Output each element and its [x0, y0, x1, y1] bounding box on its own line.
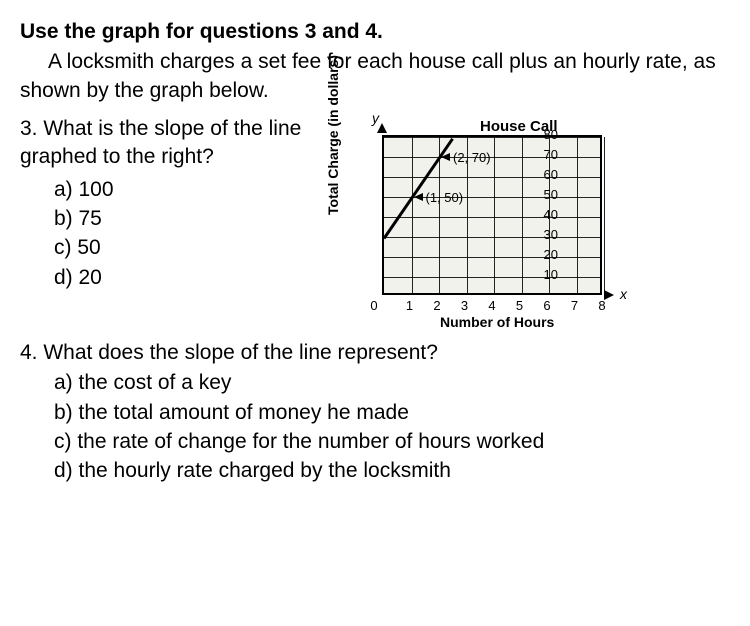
xtick-label: 1 [406, 297, 413, 315]
chart-xlabel: Number of Hours [440, 313, 554, 332]
section-heading: Use the graph for questions 3 and 4. [20, 18, 730, 46]
ytick-label: 70 [534, 146, 558, 164]
xtick-label: 7 [571, 297, 578, 315]
point-arrow-icon [414, 193, 423, 201]
ytick-label: 40 [534, 206, 558, 224]
intro-content: A locksmith charges a set fee for each h… [20, 50, 716, 101]
gridline-v [522, 137, 523, 293]
xtick-label: 8 [598, 297, 605, 315]
ytick-label: 50 [534, 186, 558, 204]
xtick-label: 3 [461, 297, 468, 315]
question-4: 4. What does the slope of the line repre… [20, 339, 730, 486]
gridline-h [384, 217, 600, 218]
ytick-label: 10 [534, 266, 558, 284]
chart: Total Charge (in dollars) House Call y (… [330, 115, 730, 325]
q4-choice-a: a) the cost of a key [20, 369, 730, 397]
gridline-h [384, 137, 600, 138]
xtick-label: 6 [543, 297, 550, 315]
gridline-v [604, 137, 605, 293]
gridline-v [494, 137, 495, 293]
q3-choice-a: a) 100 [20, 176, 320, 204]
q3-choice-d: d) 20 [20, 264, 320, 292]
gridline-h [384, 157, 600, 158]
gridline-v [577, 137, 578, 293]
origin-label: 0 [370, 297, 377, 315]
ytick-label: 60 [534, 166, 558, 184]
q3-stem: 3. What is the slope of the line graphed… [20, 115, 320, 172]
point-label: (2, 70) [453, 149, 491, 167]
ytick-label: 20 [534, 246, 558, 264]
ytick-label: 80 [534, 126, 558, 144]
q4-choice-c: c) the rate of change for the number of … [20, 428, 730, 456]
q4-choice-d: d) the hourly rate charged by the locksm… [20, 457, 730, 485]
gridline-h [384, 277, 600, 278]
q3-choice-c: c) 50 [20, 234, 320, 262]
gridline-v [412, 137, 413, 293]
q4-stem: 4. What does the slope of the line repre… [20, 339, 730, 367]
gridline-h [384, 177, 600, 178]
chart-grid: (1, 50) (2, 70) [382, 135, 602, 295]
q3-choice-b: b) 75 [20, 205, 320, 233]
chart-ylabel: Total Charge (in dollars) [324, 55, 343, 215]
point-label: (1, 50) [426, 189, 464, 207]
question-3: 3. What is the slope of the line graphed… [20, 115, 320, 293]
xtick-label: 4 [488, 297, 495, 315]
gridline-h [384, 257, 600, 258]
point-arrow-icon [441, 153, 450, 161]
xtick-label: 5 [516, 297, 523, 315]
q4-choice-b: b) the total amount of money he made [20, 399, 730, 427]
x-axis-letter: x [620, 285, 627, 304]
intro-text: A locksmith charges a set fee for each h… [20, 48, 730, 105]
y-axis-arrow-icon [377, 123, 387, 133]
gridline-h [384, 237, 600, 238]
question-3-row: 3. What is the slope of the line graphed… [20, 115, 730, 325]
ytick-label: 30 [534, 226, 558, 244]
xtick-label: 2 [433, 297, 440, 315]
